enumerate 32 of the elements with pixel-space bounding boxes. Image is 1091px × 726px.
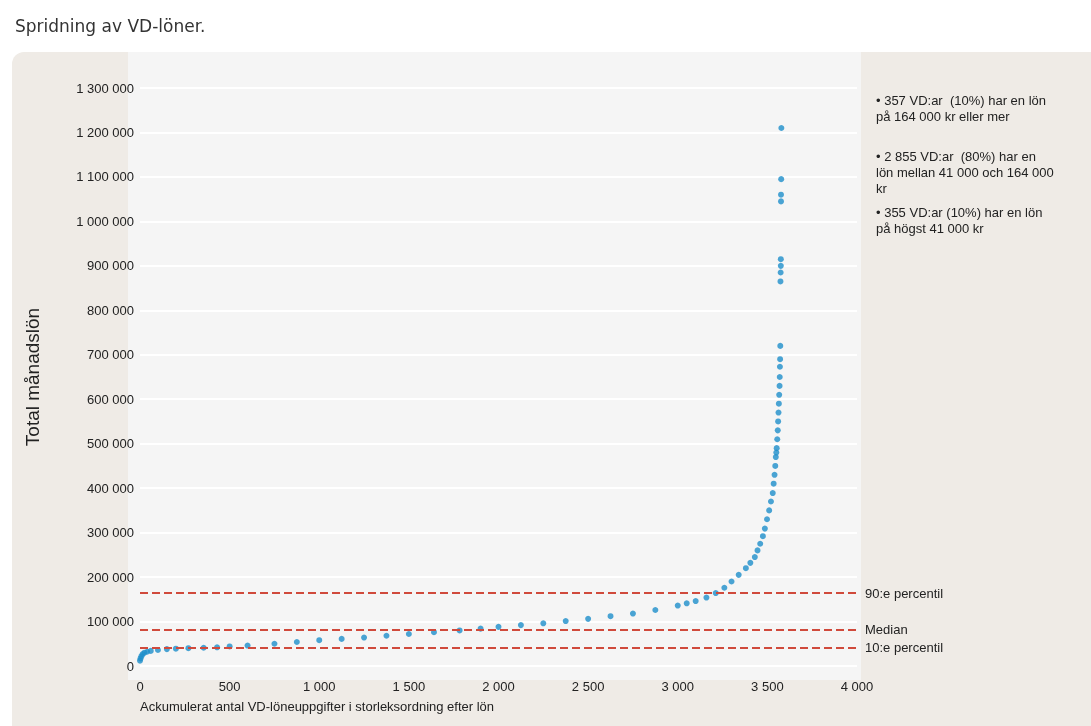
y-tick-label: 600 000 [87,391,134,407]
ref-line-label: Median [865,622,908,638]
x-tick-label: 2 000 [482,679,515,694]
x-tick-label: 2 500 [571,679,605,694]
y-tick-label: 900 000 [87,258,134,274]
text: • 355 VD:ar (10%) har en lön på högst 41 000 kr [876,204,1047,236]
text: • 357 VD:ar (10%) har en lön på 164 000 kr eller mer [876,92,1050,124]
x-axis-title: Ackumulerat antal VD-löneuppgifter i storleksordning efter lön [140,699,495,714]
y-tick-label: 1 000 000 [76,213,134,229]
y-tick-label: 1 300 000 [76,80,134,96]
y-tick-label: 500 000 [87,436,134,452]
y-tick-label: 1 100 000 [76,169,134,185]
chart-title: Spridning av VD-löner. [15,15,206,36]
y-tick-label: 100 000 [87,614,134,630]
x-tick-label: 3 000 [661,679,695,694]
x-tick-label: 1 500 [392,679,426,694]
x-tick-label: 0 [136,679,144,694]
ref-line-label: 90:e percentil [865,585,944,601]
y-tick-label: 400 000 [87,480,134,496]
y-tick-label: 300 000 [87,525,134,541]
y-tick-label: 800 000 [87,302,134,318]
y-tick-label: 1 200 000 [76,124,134,140]
y-tick-label: 700 000 [87,347,134,363]
x-tick-label: 4 000 [840,679,874,694]
y-axis-title: Total månadslön [22,307,43,447]
y-tick-label: 200 000 [87,569,134,585]
text: • 2 855 VD:ar (80%) har en lön mellan 41 000 och 164 000 kr [876,148,1058,196]
ref-line-label: 10:e percentil [865,640,944,656]
x-tick-label: 3 500 [751,679,784,694]
x-tick-label: 500 [218,679,241,694]
y-tick-label: 0 [126,658,134,674]
x-tick-label: 1 000 [302,679,336,694]
